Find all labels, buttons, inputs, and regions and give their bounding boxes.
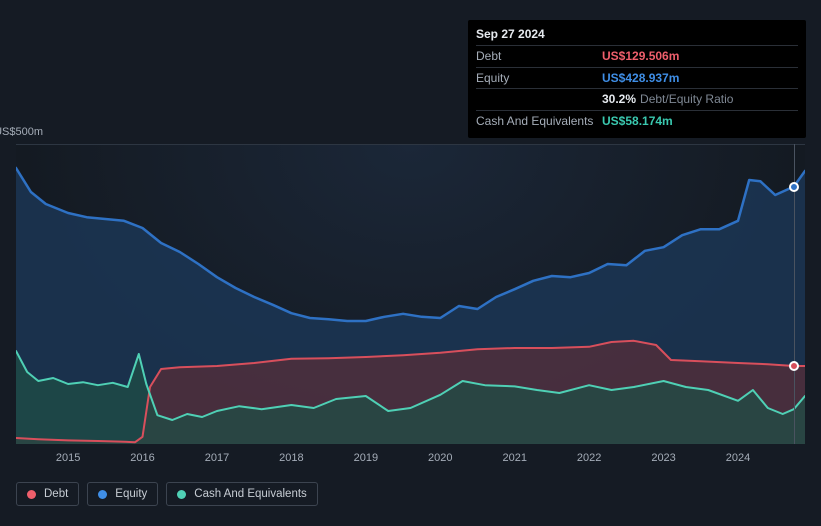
chart-svg [16,144,805,444]
legend-item-cash[interactable]: Cash And Equivalents [166,482,318,506]
tooltip-row-label: Cash And Equivalents [476,113,602,130]
tooltip-row-label [476,91,602,108]
tooltip-row-value: 30.2%Debt/Equity Ratio [602,91,733,108]
legend-item-equity[interactable]: Equity [87,482,158,506]
tooltip-row-value: US$129.506m [602,48,679,65]
tooltip-date: Sep 27 2024 [476,26,798,45]
x-axis-tick: 2024 [726,452,750,464]
x-axis-tick: 2015 [56,452,80,464]
x-axis-tick: 2017 [205,452,229,464]
tooltip-row-label: Debt [476,48,602,65]
chart-tooltip: Sep 27 2024 DebtUS$129.506mEquityUS$428.… [468,20,806,138]
tooltip-row: 30.2%Debt/Equity Ratio [476,88,798,110]
cursor-dot-equity [789,182,799,192]
x-axis-tick: 2021 [502,452,526,464]
cursor-dot-debt [789,361,799,371]
cash-swatch-icon [177,490,186,499]
tooltip-row-value: US$58.174m [602,113,673,130]
tooltip-row: DebtUS$129.506m [476,45,798,67]
equity-swatch-icon [98,490,107,499]
x-axis-tick: 2022 [577,452,601,464]
chart-plot-area[interactable] [16,144,805,444]
x-axis-tick: 2016 [130,452,154,464]
tooltip-row: Cash And EquivalentsUS$58.174m [476,110,798,132]
legend-item-debt[interactable]: Debt [16,482,79,506]
legend: Debt Equity Cash And Equivalents [16,482,318,506]
tooltip-row-suffix: Debt/Equity Ratio [640,92,733,106]
legend-item-label: Debt [44,488,68,500]
debt-swatch-icon [27,490,36,499]
legend-item-label: Cash And Equivalents [194,488,307,500]
x-axis-tick: 2019 [354,452,378,464]
tooltip-row-value: US$428.937m [602,70,679,87]
tooltip-row: EquityUS$428.937m [476,67,798,89]
x-axis-tick: 2018 [279,452,303,464]
tooltip-row-label: Equity [476,70,602,87]
x-axis-tick: 2023 [651,452,675,464]
x-axis-tick: 2020 [428,452,452,464]
legend-item-label: Equity [115,488,147,500]
x-axis: 2015 2016 2017 2018 2019 2020 2021 2022 2023 2024 [16,448,805,468]
y-axis-label-max: US$500m [0,126,43,138]
